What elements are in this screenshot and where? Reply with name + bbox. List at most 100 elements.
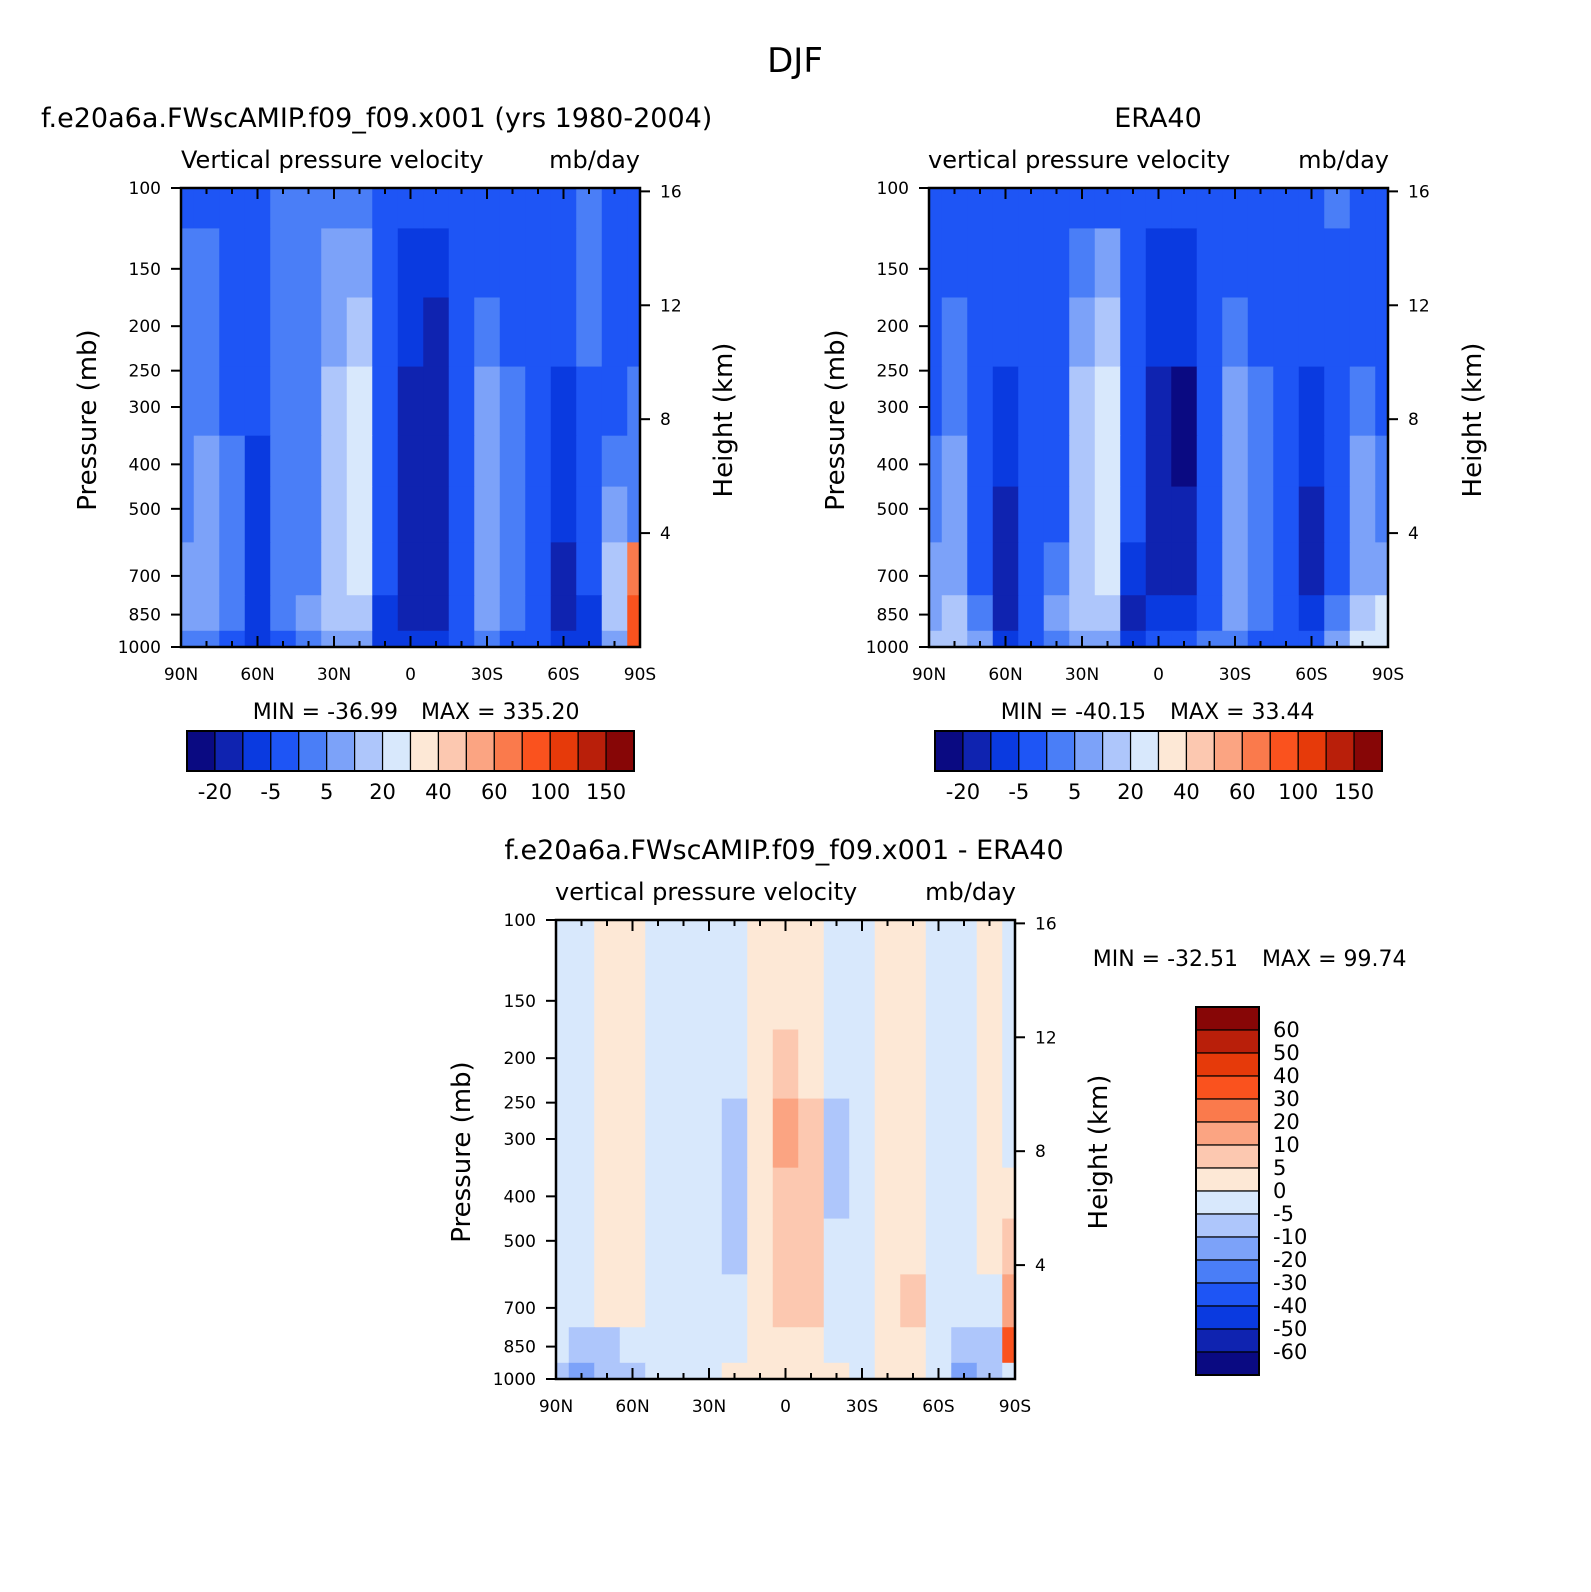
colorbar-swatch [242,730,272,772]
field-cell [270,228,297,299]
panel-diff-ylabel: Pressure (mb) [447,1061,477,1242]
colorbar-swatch [1195,1144,1260,1169]
colorbar-swatch [354,730,384,772]
field-cell [270,486,297,543]
field-cell [1247,228,1274,299]
field-cell [1002,960,1016,1031]
field-cell [951,1362,978,1380]
field-cell [270,435,297,488]
field-cell [992,542,1019,596]
field-cell [181,542,195,596]
field-cell [941,435,968,488]
field-cell [219,542,246,596]
field-cell [594,1167,621,1220]
colorbar-frame [186,730,635,772]
field-cell [1094,486,1121,543]
field-cell [594,960,621,1031]
field-cell [321,595,348,632]
field-cell [556,920,570,962]
field-cell [1196,297,1223,368]
field-cell [295,486,322,543]
colorbar-label: 5 [1273,1156,1286,1180]
field-cell [1349,435,1376,488]
field-cell [193,188,220,230]
y-tick-label: 700 [129,567,161,587]
colorbar-frame [1195,1006,1260,1376]
field-cell [696,1029,723,1100]
field-cell [1018,366,1045,437]
field-cell [1196,188,1223,230]
field-cell [823,1098,850,1169]
field-cell [721,1218,748,1275]
panel-model-min: MIN = -36.99 [253,700,398,725]
field-cell [576,297,603,368]
field-cell [772,1098,799,1169]
colorbar-swatch [1195,1213,1260,1238]
y-tick-label: 1000 [866,638,909,658]
colorbar-swatch [1325,730,1355,772]
field-cell [747,1167,774,1220]
colorbar-label: 5 [1068,780,1081,804]
field-cell [219,486,246,543]
colorbar-swatch [1297,730,1327,772]
panel-obs-ylabel: Pressure (mb) [821,329,851,510]
field-cell [321,228,348,299]
field-cell [1002,1274,1016,1328]
field-cell [1018,486,1045,543]
colorbar-swatch [214,730,244,772]
colorbar-swatch [1046,730,1076,772]
colorbar-label: -20 [198,780,232,804]
colorbar-swatch [1213,730,1243,772]
field-cell [346,188,373,230]
colorbar-swatch [1195,1282,1260,1307]
colorbar-swatch [1185,730,1215,772]
field-cell [1349,630,1376,648]
field-cell [556,1274,570,1328]
panel-obs-title: ERA40 [1114,103,1202,134]
field-cell [244,486,271,543]
colorbar-label: 20 [1117,780,1144,804]
field-cell [900,1029,927,1100]
field-cell [601,542,628,596]
field-cell [1171,188,1198,230]
x-tick-label: 30S [846,1397,878,1417]
x-tick-label: 0 [405,665,416,685]
colorbar-swatch [962,730,992,772]
field-cell [925,960,952,1031]
y-tick-label: 400 [129,455,161,475]
field-cell [601,188,628,230]
field-cell [1069,366,1096,437]
x-tick-label: 90N [539,1397,573,1417]
field-cell [372,435,399,488]
field-cell [849,1274,876,1328]
colorbar-swatch [1195,1075,1260,1100]
field-cell [1298,366,1325,437]
y-tick-label: 400 [504,1187,536,1207]
colorbar-label: 20 [369,780,396,804]
y-tick-label: 100 [877,179,909,199]
y2-axis-model: 16 12 8 4 [640,182,682,544]
colorbar-swatch [1195,1006,1260,1031]
field-cell [823,1029,850,1100]
y-tick-label: 850 [877,606,909,626]
field-cell [1094,630,1121,648]
field-cell [1002,920,1016,962]
x-tick-label: 60N [615,1397,649,1417]
field-cell [346,297,373,368]
field-cell [1002,1098,1016,1169]
field-cell [1120,188,1147,230]
field-cell [556,1218,570,1275]
field-cell [627,435,641,488]
field-cell [747,1098,774,1169]
colorbar-label: -50 [1273,1317,1307,1341]
field-cell [601,595,628,632]
field-cell [594,920,621,962]
panel-model-subtitle: Vertical pressure velocity [181,146,484,174]
field-cell [219,595,246,632]
x-tick-label: 0 [780,1397,791,1417]
x-tick-label: 30N [692,1397,726,1417]
field-cell [594,1029,621,1100]
field-cell [941,486,968,543]
field-cell [1171,486,1198,543]
field-cell [1171,228,1198,299]
